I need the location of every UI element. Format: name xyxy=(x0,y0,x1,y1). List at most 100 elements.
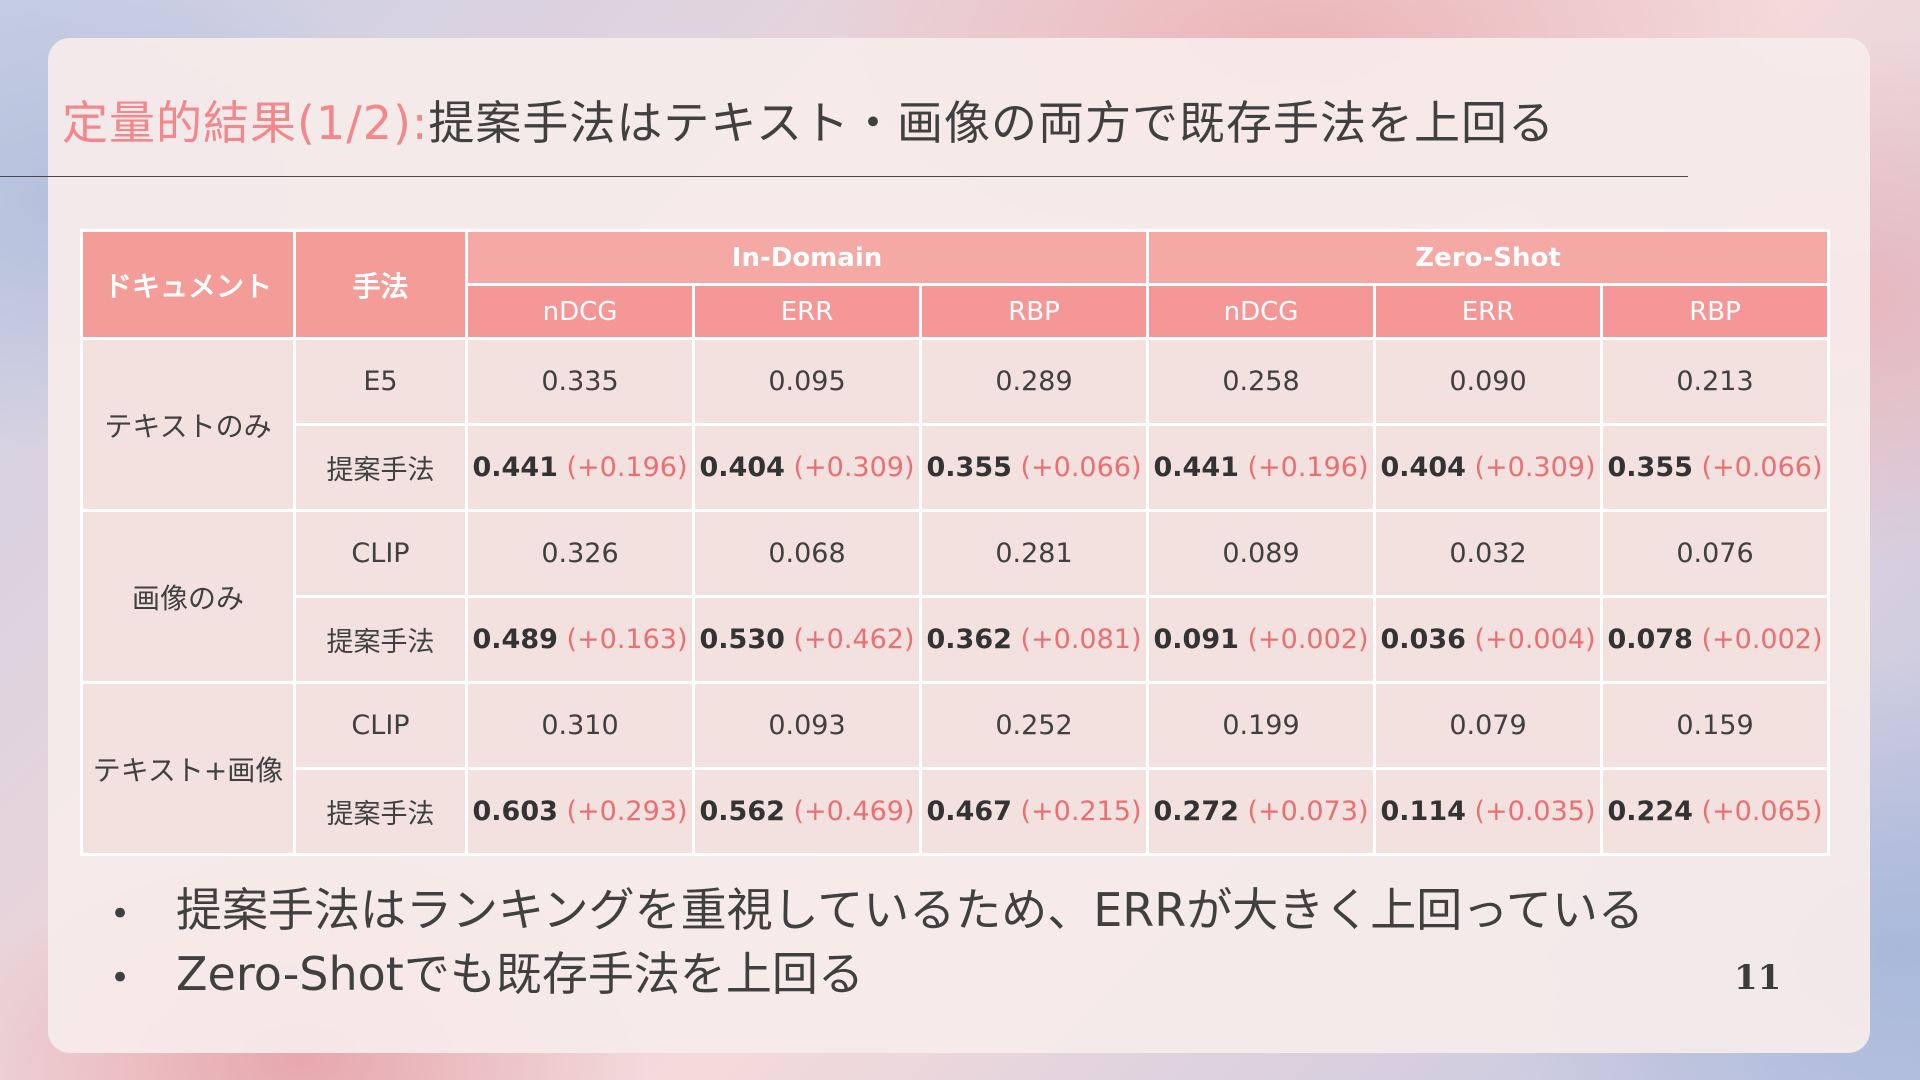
score-delta: (+0.073) xyxy=(1247,796,1369,827)
score-value: 0.530 xyxy=(699,624,785,655)
score-value: 0.159 xyxy=(1676,710,1754,741)
score-delta: (+0.002) xyxy=(1701,624,1823,655)
table-row: 画像のみ CLIP 0.326 0.068 0.281 0.089 0.032 0.076 xyxy=(80,509,1831,684)
score-value: 0.404 xyxy=(1380,452,1466,483)
score-value: 0.441 xyxy=(1153,452,1239,483)
score-cell: 0.090 xyxy=(1373,337,1604,426)
score-cell: 0.076 xyxy=(1600,509,1831,598)
score-cell: 0.603 (+0.293) xyxy=(465,767,695,856)
score-cell: 0.562 (+0.469) xyxy=(692,767,922,856)
score-cell: 0.078 (+0.002) xyxy=(1600,595,1831,684)
score-value: 0.224 xyxy=(1607,796,1693,827)
bullet-item: • Zero-Shotでも既存手法を上回る xyxy=(110,942,1644,1006)
score-cell: 0.091 (+0.002) xyxy=(1146,595,1377,684)
score-value: 0.114 xyxy=(1380,796,1466,827)
score-value: 0.091 xyxy=(1153,624,1239,655)
score-cell: 0.258 xyxy=(1146,337,1377,426)
score-delta: (+0.462) xyxy=(793,624,915,655)
score-delta: (+0.196) xyxy=(566,452,688,483)
score-cell: 0.079 xyxy=(1373,681,1604,770)
score-delta: (+0.215) xyxy=(1020,796,1142,827)
bullet-marker: • xyxy=(110,957,131,998)
score-value: 0.404 xyxy=(699,452,785,483)
score-cell: 0.281 xyxy=(918,509,1150,598)
score-cell: 0.362 (+0.081) xyxy=(918,595,1150,684)
score-delta: (+0.163) xyxy=(566,624,688,655)
score-cell: 0.326 xyxy=(465,509,695,598)
score-value: 0.199 xyxy=(1222,710,1300,741)
score-cell: 0.213 xyxy=(1600,337,1831,426)
score-cell: 0.036 (+0.004) xyxy=(1373,595,1604,684)
score-cell: 0.272 (+0.073) xyxy=(1146,767,1377,856)
score-value: 0.281 xyxy=(995,538,1073,569)
score-value: 0.032 xyxy=(1449,538,1527,569)
score-value: 0.079 xyxy=(1449,710,1527,741)
header-metric: nDCG xyxy=(1146,283,1377,340)
score-delta: (+0.066) xyxy=(1701,452,1823,483)
method-cell: E5 xyxy=(293,337,468,426)
title-prefix: 定量的結果(1/2): xyxy=(62,96,429,150)
score-value: 0.335 xyxy=(541,366,619,397)
score-value: 0.258 xyxy=(1222,366,1300,397)
score-value: 0.489 xyxy=(472,624,558,655)
document-type-cell: 画像のみ xyxy=(80,509,296,684)
bullet-text: 提案手法はランキングを重視しているため、ERRが大きく上回っている xyxy=(176,883,1644,937)
score-value: 0.467 xyxy=(926,796,1012,827)
method-cell: CLIP xyxy=(293,509,468,598)
score-delta: (+0.309) xyxy=(1474,452,1596,483)
score-delta: (+0.469) xyxy=(793,796,915,827)
score-value: 0.603 xyxy=(472,796,558,827)
score-delta: (+0.035) xyxy=(1474,796,1596,827)
score-value: 0.068 xyxy=(768,538,846,569)
slide-title: 定量的結果(1/2):提案手法はテキスト・画像の両方で既存手法を上回る xyxy=(62,88,1555,158)
score-delta: (+0.002) xyxy=(1247,624,1369,655)
score-value: 0.036 xyxy=(1380,624,1466,655)
table-row: テキスト+画像 CLIP 0.310 0.093 0.252 0.199 0.079 0.15… xyxy=(80,681,1831,856)
page-number: 11 xyxy=(1734,958,1782,998)
score-cell: 0.095 xyxy=(692,337,922,426)
bullet-item: • 提案手法はランキングを重視しているため、ERRが大きく上回っている xyxy=(110,878,1644,942)
score-cell: 0.089 xyxy=(1146,509,1377,598)
score-delta: (+0.196) xyxy=(1247,452,1369,483)
header-document: ドキュメント xyxy=(80,229,296,340)
score-delta: (+0.065) xyxy=(1701,796,1823,827)
table-row: 提案手法 0.489 (+0.163) 0.530 (+0.462) 0.362 (+… xyxy=(82,595,1831,684)
score-value: 0.090 xyxy=(1449,366,1527,397)
method-cell: 提案手法 xyxy=(293,767,468,856)
score-cell: 0.289 xyxy=(918,337,1150,426)
score-value: 0.089 xyxy=(1222,538,1300,569)
table-row: テキストのみ E5 0.335 0.095 0.289 0.258 0.090 0.213 xyxy=(80,337,1831,512)
bullet-text: Zero-Shotでも既存手法を上回る xyxy=(176,947,864,1001)
score-cell: 0.032 xyxy=(1373,509,1604,598)
score-delta: (+0.004) xyxy=(1474,624,1596,655)
score-cell: 0.159 xyxy=(1600,681,1831,770)
header-metric: RBP xyxy=(918,283,1150,340)
bullet-marker: • xyxy=(110,893,131,934)
score-value: 0.095 xyxy=(768,366,846,397)
score-value: 0.213 xyxy=(1676,366,1754,397)
score-value: 0.441 xyxy=(472,452,558,483)
score-value: 0.355 xyxy=(926,452,1012,483)
score-cell: 0.489 (+0.163) xyxy=(465,595,695,684)
score-value: 0.362 xyxy=(926,624,1012,655)
score-cell: 0.335 xyxy=(465,337,695,426)
score-cell: 0.355 (+0.066) xyxy=(918,423,1150,512)
score-delta: (+0.309) xyxy=(793,452,915,483)
score-cell: 0.310 xyxy=(465,681,695,770)
score-cell: 0.114 (+0.035) xyxy=(1373,767,1604,856)
header-in-domain: In-Domain xyxy=(464,229,1150,286)
score-value: 0.093 xyxy=(768,710,846,741)
table-row: 提案手法 0.603 (+0.293) 0.562 (+0.469) 0.467 (+… xyxy=(82,767,1831,856)
header-metric: nDCG xyxy=(465,283,695,340)
bullet-list: • 提案手法はランキングを重視しているため、ERRが大きく上回っている • Zero… xyxy=(110,878,1644,1006)
score-value: 0.252 xyxy=(995,710,1073,741)
score-cell: 0.441 (+0.196) xyxy=(1146,423,1377,512)
score-value: 0.355 xyxy=(1607,452,1693,483)
score-cell: 0.224 (+0.065) xyxy=(1600,767,1831,856)
score-cell: 0.530 (+0.462) xyxy=(692,595,922,684)
title-main: 提案手法はテキスト・画像の両方で既存手法を上回る xyxy=(428,96,1556,150)
method-cell: CLIP xyxy=(293,681,468,770)
score-value: 0.272 xyxy=(1153,796,1239,827)
table-row: 提案手法 0.441 (+0.196) 0.404 (+0.309) 0.355 (+… xyxy=(82,423,1831,512)
header-metric: ERR xyxy=(1373,283,1604,340)
